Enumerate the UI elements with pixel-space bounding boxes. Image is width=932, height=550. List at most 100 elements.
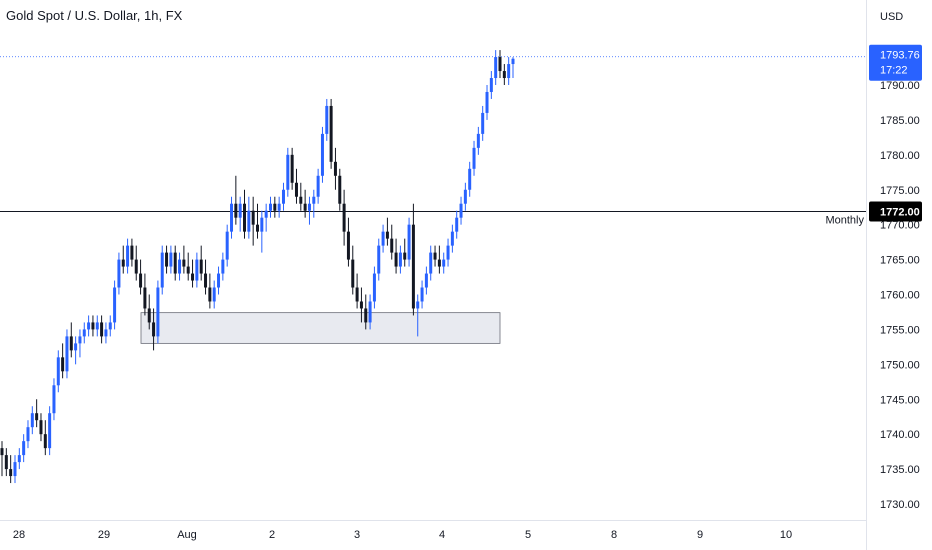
x-tick-label: 10 [780, 529, 792, 541]
candle [502, 64, 506, 85]
candle [433, 245, 437, 267]
candle [264, 203, 268, 232]
candle [108, 315, 112, 337]
candle [238, 196, 242, 232]
x-tick-label: 8 [611, 529, 617, 541]
candle [377, 238, 381, 281]
x-tick-label: 4 [439, 529, 445, 541]
candle [511, 57, 515, 79]
candle [173, 245, 177, 281]
candle [312, 189, 316, 218]
candle [359, 287, 363, 323]
candle [355, 273, 359, 309]
candle [4, 448, 8, 477]
candle [182, 245, 186, 274]
candle [468, 161, 472, 197]
candle [429, 245, 433, 281]
candle [489, 71, 493, 99]
current-price-value: 1793.76 [880, 50, 920, 62]
currency-label: USD [880, 11, 903, 23]
candle [78, 329, 82, 358]
candle [156, 280, 160, 344]
candle [385, 217, 389, 246]
candle [320, 126, 324, 183]
candle [225, 224, 229, 267]
candle [243, 189, 247, 239]
y-tick-label: 1765.00 [880, 255, 920, 267]
candle [178, 252, 182, 281]
candle [368, 294, 372, 330]
candle [91, 315, 95, 337]
candle [247, 196, 251, 239]
candle [273, 196, 277, 218]
candle [290, 147, 294, 190]
candle [65, 329, 69, 379]
candle [450, 224, 454, 253]
candle [87, 315, 91, 337]
y-tick-label: 1775.00 [880, 185, 920, 197]
candle [139, 259, 143, 295]
x-tick-label: 28 [13, 529, 25, 541]
candle [230, 196, 234, 239]
candle [48, 406, 52, 456]
candle [143, 273, 147, 316]
current-price-tag [869, 44, 922, 81]
candle [459, 196, 463, 225]
candle [294, 168, 298, 204]
candle [398, 245, 402, 274]
candle [342, 189, 346, 246]
candle [22, 434, 26, 463]
x-tick-label: 9 [697, 529, 703, 541]
candle [69, 322, 73, 358]
candle [446, 238, 450, 267]
candle [212, 280, 216, 309]
candle [61, 343, 65, 379]
candle [411, 203, 415, 316]
candle [481, 105, 485, 141]
y-tick-label: 1785.00 [880, 115, 920, 127]
y-tick-label: 1770.00 [880, 220, 920, 232]
candle [251, 196, 255, 246]
candle [39, 413, 43, 442]
candle [104, 322, 108, 344]
y-tick-label: 1755.00 [880, 324, 920, 336]
candle [134, 245, 138, 281]
candle [113, 280, 117, 330]
candle [117, 252, 121, 295]
candle [329, 98, 333, 169]
y-tick-label: 1760.00 [880, 290, 920, 302]
y-tick-label: 1790.00 [880, 80, 920, 92]
x-tick-label: 5 [525, 529, 531, 541]
candle [420, 280, 424, 309]
zone-layer [140, 312, 501, 344]
candle [147, 294, 151, 330]
candle [26, 420, 30, 449]
candle [199, 245, 203, 281]
candle [121, 245, 125, 274]
candle [165, 245, 169, 274]
candle [100, 315, 104, 344]
candle [403, 238, 407, 267]
candle [0, 441, 4, 477]
candle [95, 315, 99, 337]
y-tick-label: 1745.00 [880, 394, 920, 406]
candle [299, 182, 303, 211]
candle [191, 259, 195, 288]
x-tick-label: 29 [98, 529, 110, 541]
candle [9, 455, 13, 484]
candle [372, 266, 376, 309]
candle [463, 182, 467, 211]
candle [485, 85, 489, 120]
candle [13, 455, 17, 484]
candle [476, 126, 480, 155]
candle [338, 168, 342, 211]
level-layer: Monthly [0, 56, 866, 227]
candle [82, 322, 86, 344]
candle [256, 203, 259, 239]
y-tick-label: 1735.00 [880, 464, 920, 476]
candle [472, 140, 476, 176]
candle [307, 196, 311, 225]
candle [195, 252, 199, 288]
